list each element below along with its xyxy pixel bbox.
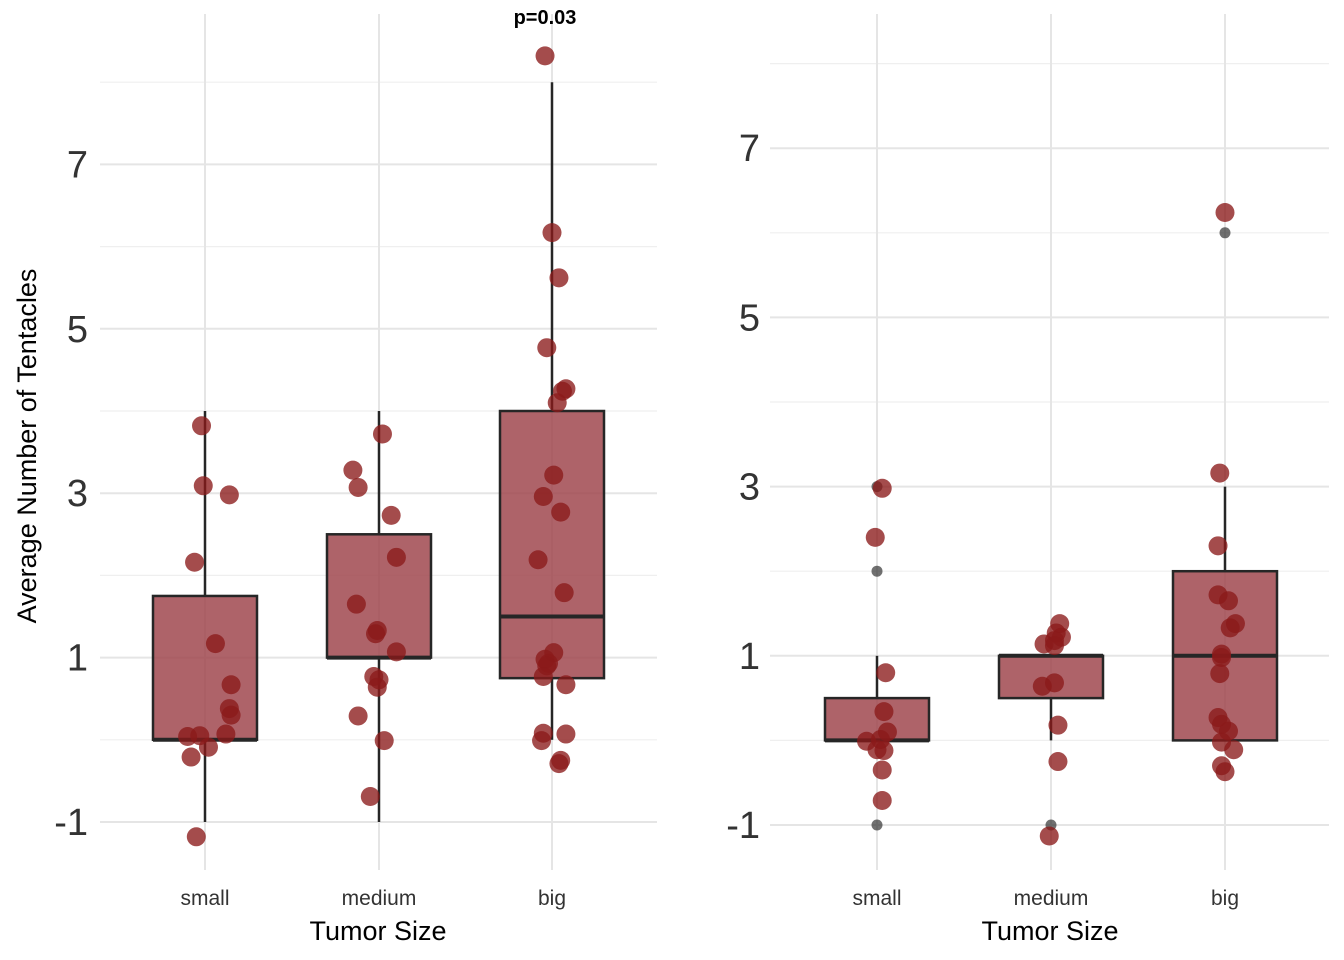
y-tick-label: -1 [54, 802, 88, 844]
y-tick-label: 5 [67, 309, 88, 351]
right-x-axis-title: Tumor Size [981, 916, 1118, 946]
data-point [872, 790, 892, 810]
data-point [1212, 647, 1232, 667]
data-point [874, 741, 894, 761]
data-point [547, 393, 567, 413]
data-point [549, 268, 569, 288]
data-point [876, 663, 896, 683]
x-tick-label: medium [342, 887, 417, 910]
data-point [381, 505, 401, 525]
data-point [537, 338, 557, 358]
data-point [1032, 676, 1052, 696]
data-point [198, 737, 218, 757]
outlier-point [1219, 227, 1231, 239]
box [498, 409, 606, 680]
x-tick-label: small [852, 887, 901, 910]
data-point [221, 705, 241, 725]
data-point [367, 677, 387, 697]
data-point [1220, 618, 1240, 638]
data-point [221, 675, 241, 695]
data-point [386, 642, 406, 662]
data-point [348, 706, 368, 726]
data-point [872, 760, 892, 780]
left-x-axis-title: Tumor Size [309, 916, 446, 946]
data-point [181, 747, 201, 767]
y-axis-title: Average Number of Tentacles [12, 269, 42, 624]
data-point [533, 667, 553, 687]
data-point [1210, 463, 1230, 483]
data-point [366, 624, 386, 644]
data-point [348, 477, 368, 497]
data-point [192, 416, 212, 436]
data-point [372, 424, 392, 444]
data-point [205, 634, 225, 654]
data-point [1224, 740, 1244, 760]
data-point [360, 787, 380, 807]
data-point [219, 485, 239, 505]
y-tick-label: 3 [67, 473, 88, 515]
y-tick-label: 7 [67, 144, 88, 186]
data-point [865, 527, 885, 547]
data-point [1218, 591, 1238, 611]
p-value-annotation: p=0.03 [514, 7, 577, 29]
right-panel: -1 1 3 5 7 small medium big Tumor Size [726, 14, 1329, 946]
left-points [178, 46, 576, 847]
y-tick-label: -1 [726, 805, 760, 847]
y-tick-label: 1 [739, 636, 760, 678]
data-point [374, 731, 394, 751]
x-tick-label: big [1211, 887, 1239, 910]
data-point [872, 478, 892, 498]
left-boxes [151, 82, 606, 822]
x-tick-label: medium [1014, 887, 1089, 910]
data-point [346, 594, 366, 614]
data-point [532, 731, 552, 751]
data-point [186, 827, 206, 847]
y-tick-label: 5 [739, 297, 760, 339]
data-point [874, 702, 894, 722]
data-point [1215, 202, 1235, 222]
data-point [535, 46, 555, 66]
data-point [1048, 715, 1068, 735]
data-point [1208, 536, 1228, 556]
data-point [1048, 752, 1068, 772]
data-point [1044, 636, 1064, 656]
data-point [554, 583, 574, 603]
data-point [386, 547, 406, 567]
data-point [216, 724, 236, 744]
data-point [551, 502, 571, 522]
left-labels: -1 1 3 5 7 small medium big [54, 144, 566, 910]
data-point [343, 460, 363, 480]
data-point [185, 552, 205, 572]
right-labels: -1 1 3 5 7 small medium big [726, 128, 1239, 910]
box [151, 594, 259, 742]
data-point [193, 476, 213, 496]
left-panel: -1 1 3 5 7 small medium big p=0.03 Tumor Size A… [12, 7, 657, 946]
x-tick-label: big [538, 887, 566, 910]
y-tick-label: 3 [739, 467, 760, 509]
data-point [1215, 762, 1235, 782]
data-point [533, 486, 553, 506]
outlier-point [871, 819, 883, 831]
data-point [1210, 664, 1230, 684]
data-point [542, 223, 562, 243]
data-point [528, 550, 548, 570]
data-point [549, 754, 569, 774]
outlier-point [871, 565, 883, 577]
x-tick-label: small [180, 887, 229, 910]
right-points [857, 202, 1245, 846]
y-tick-label: 7 [739, 128, 760, 170]
data-point [556, 724, 576, 744]
y-tick-label: 1 [67, 638, 88, 680]
data-point [544, 465, 564, 485]
data-point [1039, 826, 1059, 846]
data-point [556, 675, 576, 695]
